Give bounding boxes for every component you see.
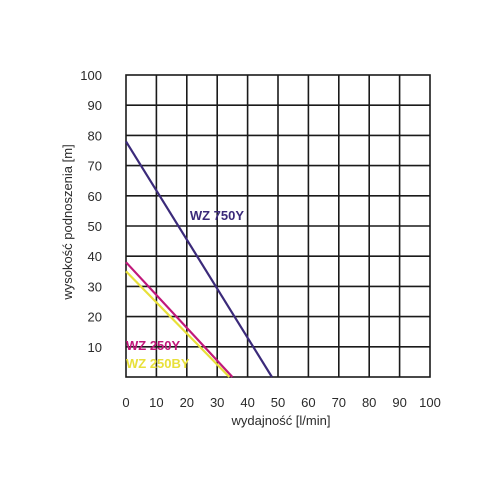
- x-tick-label: 80: [362, 395, 376, 410]
- y-tick-label: 70: [88, 159, 102, 174]
- series-line: [125, 140, 273, 378]
- y-tick-label: 80: [88, 128, 102, 143]
- y-tick-label: 100: [80, 68, 102, 83]
- x-tick-label: 100: [419, 395, 441, 410]
- x-tick-label: 0: [122, 395, 129, 410]
- series-label: WZ 250BY: [126, 356, 190, 371]
- series-line: [125, 270, 231, 378]
- series-line: [125, 261, 234, 378]
- series-label: WZ 250Y: [126, 338, 181, 353]
- x-tick-label: 20: [180, 395, 194, 410]
- y-tick-label: 30: [88, 279, 102, 294]
- y-tick-label: 40: [88, 249, 102, 264]
- x-tick-label: 30: [210, 395, 224, 410]
- tick-labels: 0 10 20 30 40 50 60 70 80 90 100 10 20 30 40 50 60 70 80 90…: [80, 68, 441, 410]
- y-tick-label: 60: [88, 189, 102, 204]
- x-tick-label: 50: [271, 395, 285, 410]
- x-axis-label: wydajność [l/min]: [231, 413, 331, 428]
- y-tick-label: 90: [88, 98, 102, 113]
- grid: [125, 74, 431, 378]
- series-lines: [125, 140, 273, 378]
- series-annotations: WZ 750Y WZ 250Y WZ 250BY: [126, 208, 244, 371]
- y-tick-label: 10: [88, 340, 102, 355]
- series-label: WZ 750Y: [190, 208, 245, 223]
- x-tick-label: 60: [301, 395, 315, 410]
- x-tick-label: 10: [149, 395, 163, 410]
- x-tick-label: 90: [392, 395, 406, 410]
- y-tick-label: 50: [88, 219, 102, 234]
- y-tick-label: 20: [88, 310, 102, 325]
- y-axis-label: wysokość podnoszenia [m]: [60, 144, 75, 300]
- x-tick-label: 40: [240, 395, 254, 410]
- plot-frame: [125, 74, 431, 378]
- x-tick-label: 70: [332, 395, 346, 410]
